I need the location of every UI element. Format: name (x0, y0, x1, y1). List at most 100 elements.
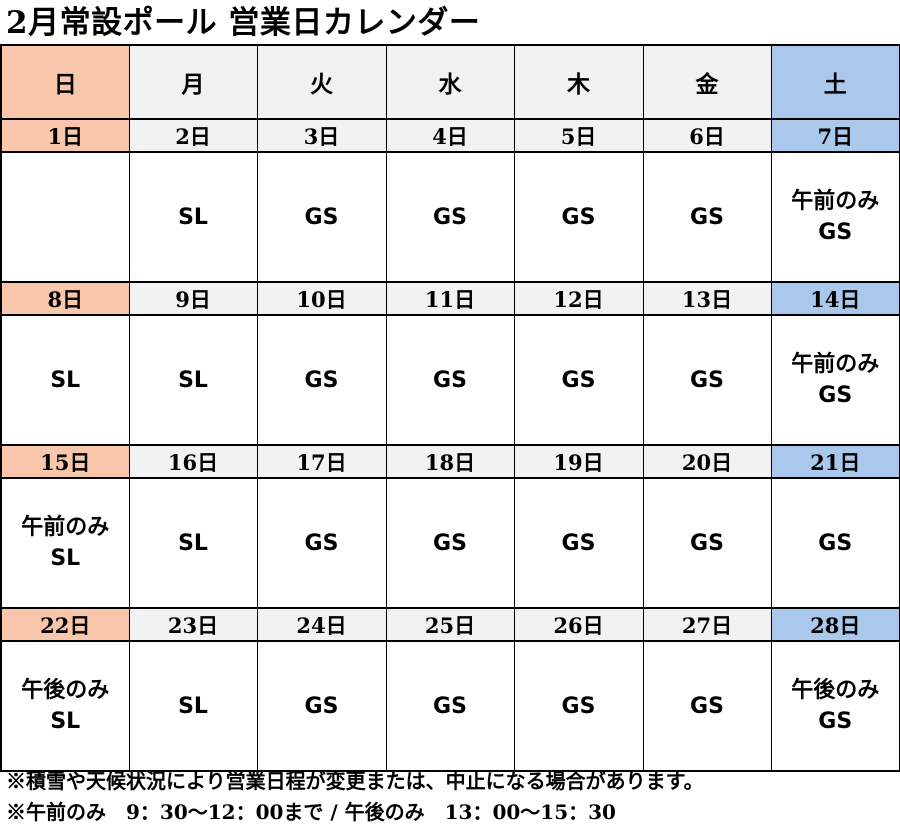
schedule-cell: GS (642, 640, 772, 772)
date-cell: 1日 (0, 118, 130, 153)
schedule-text: SL (178, 367, 208, 393)
date-cell: 20日 (642, 444, 772, 479)
schedule-cell: GS (513, 477, 644, 609)
schedule-text: SL (178, 693, 208, 719)
schedule-cell: GS (513, 640, 644, 772)
schedule-text: GS (561, 204, 596, 230)
schedule-row: SL GS GS GS GS 午前のみ GS (0, 151, 900, 283)
schedule-text: GS (561, 693, 596, 719)
weekday-header-wednesday: 水 (385, 44, 515, 120)
date-row: 8日 9日 10日 11日 12日 13日 14日 (0, 281, 900, 316)
date-cell: 13日 (642, 281, 772, 316)
date-cell: 22日 (0, 607, 130, 642)
schedule-text: GS (690, 693, 724, 719)
schedule-text: GS (561, 530, 596, 556)
date-cell: 19日 (513, 444, 644, 479)
weekday-header-thursday: 木 (513, 44, 644, 120)
schedule-text: GS (690, 204, 724, 230)
weekday-header-sunday: 日 (0, 44, 130, 120)
schedule-cell: GS (513, 151, 644, 283)
schedule-text: GS (433, 530, 467, 556)
note-line-weather: ※積雪や天候状況により営業日程が変更または、中止になる場合があります。 (6, 769, 704, 793)
schedule-cell (0, 151, 130, 283)
schedule-text: SL (178, 530, 208, 556)
schedule-text: GS (818, 220, 853, 245)
schedule-cell: 午前のみ SL (0, 477, 130, 609)
weekday-header-monday: 月 (128, 44, 258, 120)
date-cell: 26日 (513, 607, 644, 642)
date-cell: 23日 (128, 607, 258, 642)
schedule-cell: SL (128, 477, 258, 609)
schedule-cell: GS (256, 640, 387, 772)
schedule-text: 午後のみ (21, 678, 110, 703)
schedule-cell: GS (385, 314, 515, 446)
schedule-text: 午前のみ (791, 189, 880, 214)
weekday-header-friday: 金 (642, 44, 772, 120)
date-cell: 6日 (642, 118, 772, 153)
date-row: 1日 2日 3日 4日 5日 6日 7日 (0, 118, 900, 153)
schedule-cell: 午後のみ SL (0, 640, 130, 772)
schedule-text: GS (690, 367, 724, 393)
schedule-text: SL (178, 204, 208, 230)
date-cell: 7日 (770, 118, 900, 153)
date-cell: 16日 (128, 444, 258, 479)
schedule-text: GS (304, 530, 339, 556)
page-title: 2月常設ポール 営業日カレンダー (6, 5, 481, 41)
schedule-cell: GS (642, 477, 772, 609)
schedule-text: SL (50, 709, 81, 734)
schedule-text: 午前のみ (791, 352, 880, 377)
date-cell: 15日 (0, 444, 130, 479)
business-day-calendar: 日 月 火 水 木 金 土 1日 2日 3日 4日 5日 6日 7日 SL GS GS GS GS 午前… (0, 44, 900, 772)
date-cell: 11日 (385, 281, 515, 316)
schedule-cell: GS (513, 314, 644, 446)
date-cell: 21日 (770, 444, 900, 479)
date-cell: 18日 (385, 444, 515, 479)
date-cell: 9日 (128, 281, 258, 316)
schedule-cell: GS (256, 151, 387, 283)
schedule-cell: 午前のみ GS (770, 314, 900, 446)
schedule-cell: GS (385, 640, 515, 772)
schedule-cell: SL (128, 314, 258, 446)
date-row: 22日 23日 24日 25日 26日 27日 28日 (0, 607, 900, 642)
schedule-text: GS (690, 530, 724, 556)
schedule-cell: SL (128, 151, 258, 283)
date-cell: 27日 (642, 607, 772, 642)
schedule-text: GS (433, 204, 467, 230)
schedule-text: GS (304, 367, 339, 393)
schedule-row: 午前のみ SL SL GS GS GS GS GS (0, 477, 900, 609)
date-cell: 3日 (256, 118, 387, 153)
schedule-cell: GS (256, 477, 387, 609)
date-cell: 10日 (256, 281, 387, 316)
schedule-cell: GS (642, 151, 772, 283)
schedule-text: 午前のみ (21, 515, 110, 540)
note-line-hours: ※午前のみ 9：30～12：00まで / 午後のみ 13：00～15：30 (6, 800, 616, 824)
schedule-cell: GS (385, 151, 515, 283)
schedule-text: GS (433, 693, 467, 719)
schedule-cell: 午前のみ GS (770, 151, 900, 283)
date-cell: 24日 (256, 607, 387, 642)
date-cell: 2日 (128, 118, 258, 153)
schedule-text: GS (304, 204, 339, 230)
date-cell: 28日 (770, 607, 900, 642)
schedule-text: GS (818, 383, 853, 408)
schedule-cell: GS (770, 477, 900, 609)
schedule-text: GS (561, 367, 596, 393)
schedule-text: GS (818, 530, 853, 556)
notes: ※積雪や天候状況により営業日程が変更または、中止になる場合があります。 ※午前の… (6, 766, 704, 828)
schedule-cell: GS (642, 314, 772, 446)
date-row: 15日 16日 17日 18日 19日 20日 21日 (0, 444, 900, 479)
schedule-text: GS (304, 693, 339, 719)
schedule-text: 午後のみ (791, 678, 880, 703)
weekday-header-row: 日 月 火 水 木 金 土 (0, 44, 900, 120)
schedule-text: SL (50, 546, 81, 571)
schedule-cell: GS (256, 314, 387, 446)
date-cell: 17日 (256, 444, 387, 479)
schedule-text: GS (818, 709, 853, 734)
schedule-cell: SL (128, 640, 258, 772)
schedule-cell: 午後のみ GS (770, 640, 900, 772)
date-cell: 5日 (513, 118, 644, 153)
date-cell: 4日 (385, 118, 515, 153)
schedule-text: SL (50, 367, 81, 393)
schedule-cell: GS (385, 477, 515, 609)
date-cell: 14日 (770, 281, 900, 316)
